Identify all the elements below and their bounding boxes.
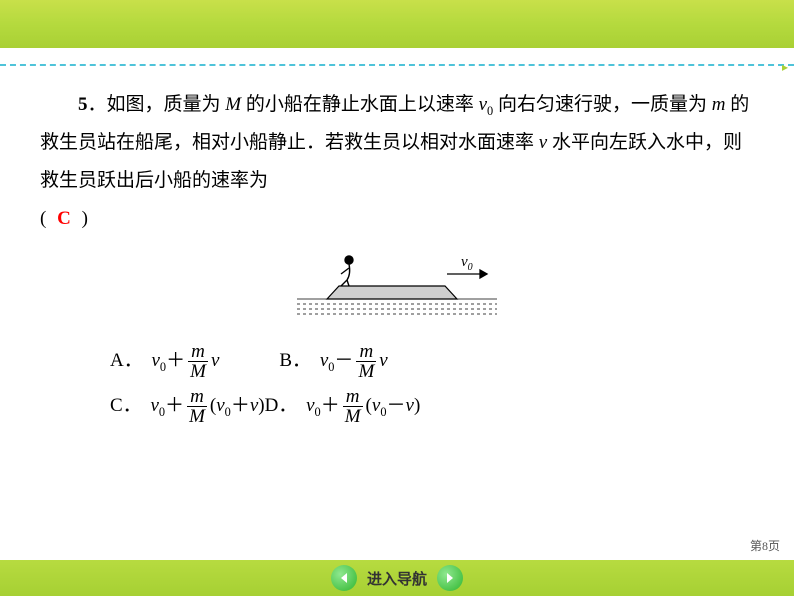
answer-line: ( C ) [40, 200, 754, 238]
figure-row: v0 [40, 244, 754, 334]
page-number: 第8页 [750, 537, 780, 554]
content-area: 5．如图，质量为 M 的小船在静止水面上以速率 v0 向右匀速行驶，一质量为 m… [0, 48, 794, 426]
bottom-bar: 进入导航 [0, 560, 794, 596]
question-number: 5 [78, 94, 88, 115]
options-block: A． v0＋mMv B． v0－mMv C． v0＋mM(v0＋v) D． v0… [110, 342, 754, 426]
option-row-ab: A． v0＋mMv B． v0－mMv [110, 342, 754, 381]
option-b: B． v0－mMv [279, 342, 387, 381]
svg-text:v0: v0 [461, 254, 473, 273]
option-d: D． v0＋mM(v0－v) [265, 387, 421, 426]
option-row-cd: C． v0＋mM(v0＋v) D． v0＋mM(v0－v) [110, 387, 754, 426]
question-paragraph: 5．如图，质量为 M 的小船在静止水面上以速率 v0 向右匀速行驶，一质量为 m… [40, 86, 754, 200]
chevron-right-icon [443, 571, 457, 585]
prev-button[interactable] [331, 565, 357, 591]
next-button[interactable] [437, 565, 463, 591]
nav-group: 进入导航 [331, 565, 463, 591]
option-a: A． v0＋mMv [110, 342, 219, 381]
answer-mark: C [51, 208, 77, 229]
nav-label[interactable]: 进入导航 [367, 568, 427, 589]
figure-v0-sub: 0 [468, 262, 473, 273]
chevron-left-icon [337, 571, 351, 585]
option-c: C． v0＋mM(v0＋v) [110, 387, 265, 426]
top-frame-bar [0, 0, 794, 48]
dash-arrow: ▸ [782, 60, 788, 75]
boat-figure: v0 [297, 244, 497, 320]
